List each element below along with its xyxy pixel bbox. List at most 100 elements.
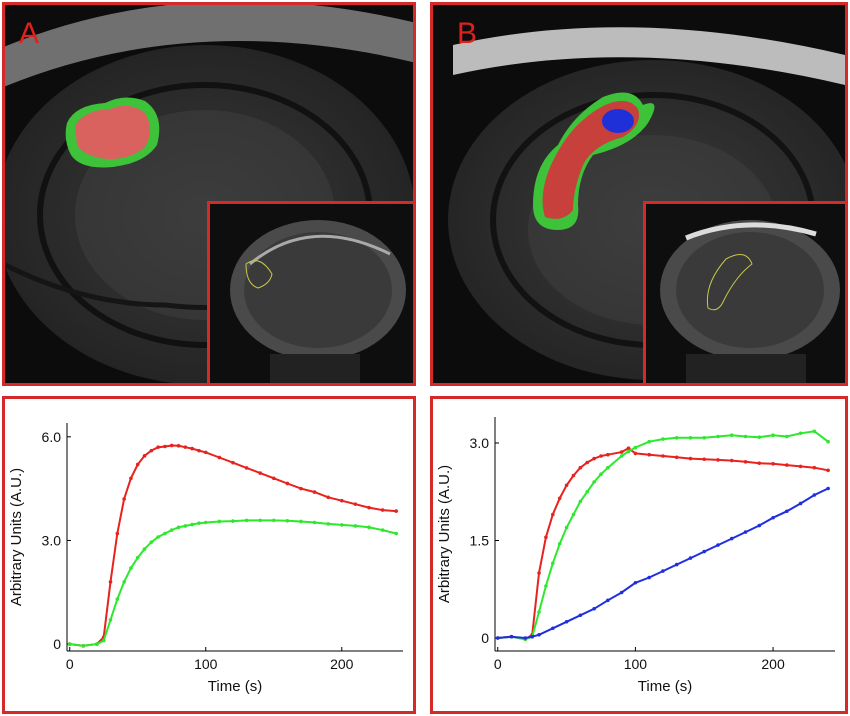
data-point [122, 497, 126, 501]
chart-panel-a: 0 100 200 0 3.0 6.0 Time (s) Arbitrary Units (A… [2, 396, 416, 714]
panel-b-label: B [457, 17, 478, 50]
data-point [544, 584, 548, 588]
data-point [716, 434, 720, 439]
data-point [285, 518, 290, 523]
data-point [339, 523, 344, 527]
data-point [353, 502, 358, 506]
data-point [578, 465, 583, 470]
data-point [367, 525, 371, 530]
data-point [661, 569, 665, 573]
data-point [326, 495, 330, 500]
data-point [203, 520, 208, 525]
data-point [812, 465, 817, 470]
data-point [394, 531, 398, 536]
data-point [217, 519, 222, 524]
data-point [544, 535, 548, 540]
data-point [135, 462, 140, 467]
data-point [571, 512, 576, 517]
data-point [757, 435, 762, 439]
data-point [312, 520, 317, 525]
data-point [826, 468, 830, 473]
data-point [271, 476, 276, 481]
data-point [299, 486, 303, 491]
data-point [626, 446, 631, 450]
data-point [606, 452, 610, 457]
series-line-2 [69, 519, 397, 647]
x-tick-label: 200 [761, 656, 785, 672]
data-point [149, 448, 154, 453]
data-point [353, 524, 358, 528]
data-point [122, 580, 126, 584]
y-axis-label: Arbitrary Units (A.U.) [436, 465, 453, 603]
data-point [771, 515, 775, 520]
data-point [380, 508, 385, 512]
data-point [729, 536, 734, 541]
data-point [661, 454, 665, 458]
data-point [633, 451, 638, 456]
data-point [169, 443, 174, 448]
data-point [67, 642, 72, 646]
data-point [564, 483, 569, 488]
data-point [757, 523, 762, 528]
data-point [163, 531, 167, 536]
data-point [537, 610, 541, 614]
data-point [156, 445, 160, 449]
data-point [578, 499, 583, 504]
data-point [326, 522, 330, 526]
data-point [183, 445, 188, 449]
data-point [258, 471, 262, 475]
panel-a-label: A [19, 17, 40, 50]
data-point [271, 518, 276, 523]
data-point [81, 644, 86, 648]
chart-a: 0 100 200 0 3.0 6.0 Time (s) Arbitrary Units (A… [8, 423, 403, 695]
series-line-1 [69, 444, 397, 647]
data-point [826, 439, 830, 444]
y-tick-label: 0 [53, 636, 61, 652]
data-point [551, 561, 555, 566]
data-point [585, 489, 590, 494]
data-point [135, 555, 140, 560]
data-point [647, 452, 651, 457]
data-point [530, 634, 534, 639]
data-point [217, 455, 222, 460]
data-point [537, 571, 541, 575]
data-point [394, 509, 398, 513]
data-point [176, 444, 181, 448]
x-tick-label: 100 [624, 656, 648, 672]
data-point [716, 458, 720, 462]
data-point [771, 462, 775, 466]
x-tick-label: 200 [330, 656, 354, 672]
data-point [495, 636, 500, 640]
data-point [169, 528, 174, 532]
data-point [578, 613, 583, 618]
data-point [606, 598, 610, 603]
data-point [557, 496, 562, 501]
data-point [729, 458, 734, 463]
data-point [523, 636, 528, 640]
data-point [798, 464, 803, 469]
mri-panel-a: A [2, 2, 416, 386]
data-point [244, 466, 249, 470]
data-point [115, 531, 120, 536]
data-point [606, 465, 610, 470]
data-point [258, 518, 262, 523]
roi-a-red [75, 105, 150, 160]
y-tick-label: 1.5 [470, 533, 490, 549]
data-point [571, 473, 576, 478]
mri-inset-b [643, 201, 845, 383]
data-point [380, 528, 385, 532]
data-point [557, 541, 562, 546]
data-point [599, 454, 603, 458]
data-point [812, 429, 817, 434]
data-point [129, 476, 133, 481]
data-point [743, 530, 748, 534]
data-point [619, 450, 624, 454]
data-point [757, 461, 762, 465]
data-point [537, 632, 541, 637]
data-point [688, 436, 693, 440]
chart-b: 0 100 200 0 1.5 3.0 Time (s) Arbitrary Units (A… [436, 417, 835, 695]
data-point [647, 575, 651, 580]
data-point [176, 525, 181, 530]
data-point [564, 525, 569, 530]
data-point [129, 566, 133, 570]
